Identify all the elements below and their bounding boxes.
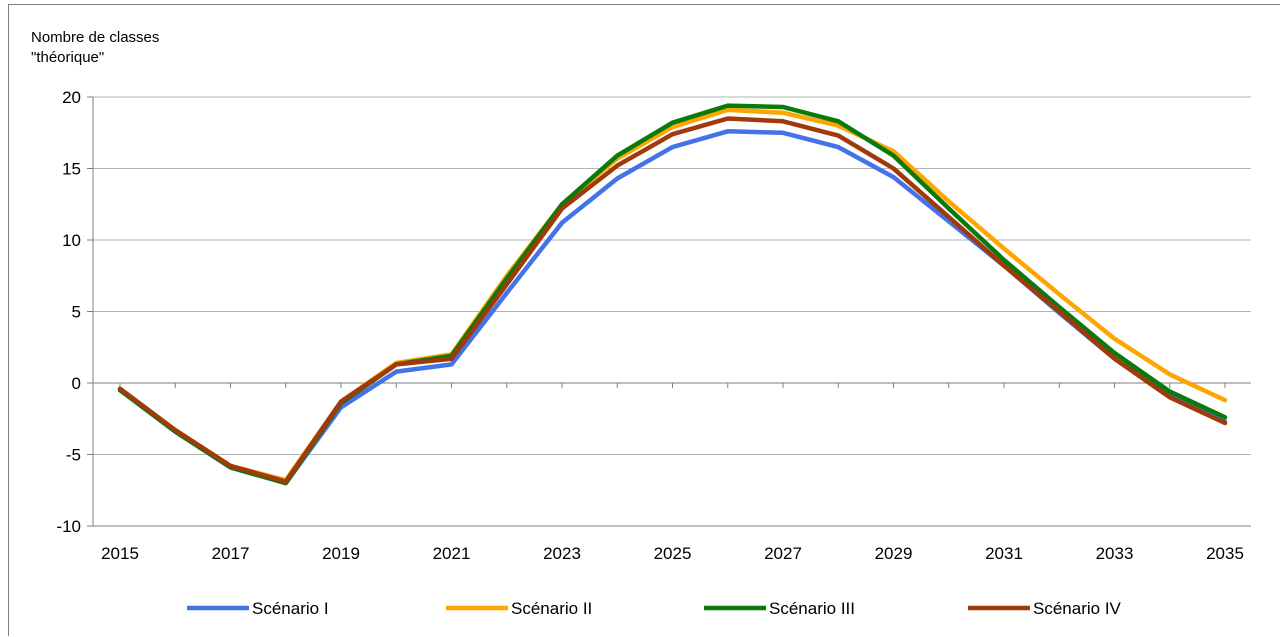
legend: Scénario I Scénario II Scénario III Scénari… [187, 599, 1122, 618]
x-tick-label: 2025 [654, 544, 692, 563]
x-tick-label: 2015 [101, 544, 139, 563]
x-tick-label: 2033 [1096, 544, 1134, 563]
y-tick-label: -10 [56, 517, 81, 536]
y-axis-label-line-2: "théorique" [31, 49, 104, 66]
x-tick-label: 2035 [1206, 544, 1244, 563]
series-line-4 [117, 116, 1228, 484]
y-tick-label: -5 [66, 446, 81, 465]
gridlines [93, 96, 1251, 455]
legend-label: Scénario I [252, 599, 329, 618]
x-tick-label: 2027 [764, 544, 802, 563]
x-tick-label: 2017 [212, 544, 250, 563]
series-line-2 [117, 107, 1228, 483]
x-tick-label: 2023 [543, 544, 581, 563]
legend-label: Scénario IV [1033, 599, 1122, 618]
y-axis-label-line-1: Nombre de classes [31, 29, 159, 46]
legend-label: Scénario II [511, 599, 592, 618]
y-tick-label: 5 [72, 303, 81, 322]
y-tick-label: 20 [62, 88, 81, 107]
y-tick-label: 15 [62, 160, 81, 179]
x-tick-label: 2029 [875, 544, 913, 563]
y-tick-label: 10 [62, 231, 81, 250]
series-lines [117, 103, 1228, 486]
x-tick-label: 2021 [433, 544, 471, 563]
chart-area [8, 4, 1280, 636]
y-tick-label: 0 [72, 374, 81, 393]
legend-label: Scénario III [769, 599, 855, 618]
x-tick-label: 2031 [985, 544, 1023, 563]
x-tick-label: 2019 [322, 544, 360, 563]
